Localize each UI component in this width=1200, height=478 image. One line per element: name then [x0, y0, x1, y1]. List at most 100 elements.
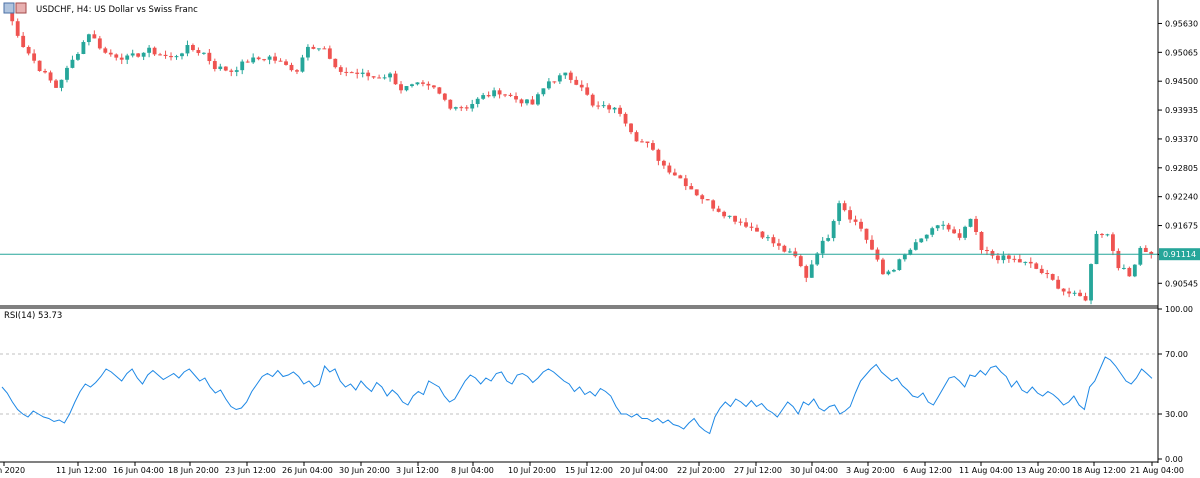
candle-body [295, 70, 299, 72]
time-tick-label: 8 Jun 2020 [0, 466, 25, 475]
candle-body [853, 219, 858, 222]
candle-body [59, 79, 64, 88]
candle-body [267, 56, 272, 60]
candle-body [897, 259, 902, 271]
candle-body [990, 251, 995, 256]
time-tick-label: 6 Aug 12:00 [903, 466, 952, 475]
candle-body [798, 256, 803, 267]
candle-body [974, 218, 978, 232]
candle-body [711, 200, 716, 209]
candle-body [97, 38, 102, 49]
candle-body [1012, 258, 1017, 260]
candle-body [525, 99, 529, 104]
price-tick-label: 0.92240 [1165, 193, 1198, 202]
candle-body [689, 186, 694, 190]
candle-body [1039, 268, 1044, 273]
candle-body [1094, 233, 1099, 265]
candle-body [486, 95, 491, 97]
candle-body [557, 75, 562, 82]
candle-body [382, 77, 387, 79]
candle-body [1056, 279, 1061, 289]
candle-body [530, 99, 535, 105]
time-tick-label: 21 Aug 04:00 [1130, 466, 1184, 475]
candle-body [766, 237, 770, 239]
candle-body [585, 87, 590, 95]
rsi-tick-label: 30.00 [1165, 410, 1188, 419]
candle-body [930, 228, 935, 235]
candle-body [541, 88, 546, 95]
candle-body [705, 199, 710, 201]
candle-body [755, 227, 759, 232]
candle-body [596, 105, 601, 107]
rsi-panel[interactable]: 100.00 70.00 30.00 0.00 [0, 305, 1193, 464]
candle-body [503, 94, 507, 96]
candle-body [1105, 234, 1110, 236]
candle-body [404, 86, 409, 91]
candle-body [355, 72, 360, 74]
candle-body [612, 107, 617, 110]
candle-body [787, 251, 792, 253]
price-tick-label: 0.94500 [1165, 77, 1198, 86]
candle-body [26, 47, 31, 54]
time-tick-label: 22 Jul 20:00 [677, 466, 725, 475]
candle-body [946, 224, 951, 230]
candle-body [552, 81, 557, 83]
price-panel[interactable]: 0.95630 0.95065 0.94500 0.93935 0.93370 0.928… [0, 2, 1200, 305]
candle-body [1006, 255, 1011, 259]
candle-body [804, 266, 809, 278]
candle-body [683, 178, 688, 187]
candle-body [1034, 263, 1039, 269]
candle-body [864, 228, 869, 240]
candle-body [251, 57, 256, 63]
candle-body [245, 61, 250, 63]
candle-body [114, 54, 119, 58]
candle-body [979, 231, 984, 251]
candle-body [48, 72, 53, 81]
candle-body [634, 132, 639, 142]
candle-body [415, 82, 420, 85]
time-tick-label: 20 Jul 04:00 [620, 466, 668, 475]
candle-body [919, 238, 924, 243]
candle-body [848, 210, 852, 220]
candle-body [815, 253, 820, 265]
candle-body [366, 72, 371, 77]
candle-body [1143, 247, 1148, 253]
candle-body [92, 34, 97, 39]
candle-body [1001, 255, 1006, 261]
current-price-box [1159, 248, 1200, 261]
candle-body [1045, 272, 1050, 275]
candle-body [300, 57, 305, 72]
candle-body [421, 82, 425, 84]
candle-body [902, 254, 907, 260]
candle-body [43, 71, 47, 73]
candle-body [837, 203, 842, 222]
candle-body [776, 243, 781, 246]
candle-body [410, 84, 414, 87]
candle-body [223, 66, 228, 71]
candle-body [859, 221, 863, 229]
candle-body [15, 21, 20, 36]
candle-body [1089, 264, 1093, 301]
candle-body [322, 48, 327, 50]
symbol-title: USDCHF, H4: US Dollar vs Swiss Franc [36, 5, 198, 15]
candle-body [941, 224, 946, 226]
time-tick-label: 30 Jul 04:00 [790, 466, 838, 475]
rsi-title: RSI(14) 53.73 [4, 311, 62, 321]
candle-body [399, 84, 403, 91]
candle-body [514, 96, 518, 100]
candle-body [1100, 233, 1104, 236]
time-tick-label: 26 Jun 04:00 [282, 466, 333, 475]
candle-body [771, 237, 776, 244]
candle-body [147, 47, 152, 53]
candle-body [716, 208, 721, 212]
candle-body [306, 46, 310, 58]
candle-body [185, 45, 190, 54]
candle-body [349, 72, 354, 74]
candle-body [694, 189, 699, 196]
candle-body [32, 53, 37, 61]
candle-body [826, 238, 831, 241]
candle-body [996, 255, 1000, 261]
candle-body [180, 53, 184, 57]
time-axis: 8 Jun 2020 11 Jun 12:00 16 Jun 04:00 18 Jun… [0, 462, 1184, 475]
candle-body [727, 215, 732, 217]
